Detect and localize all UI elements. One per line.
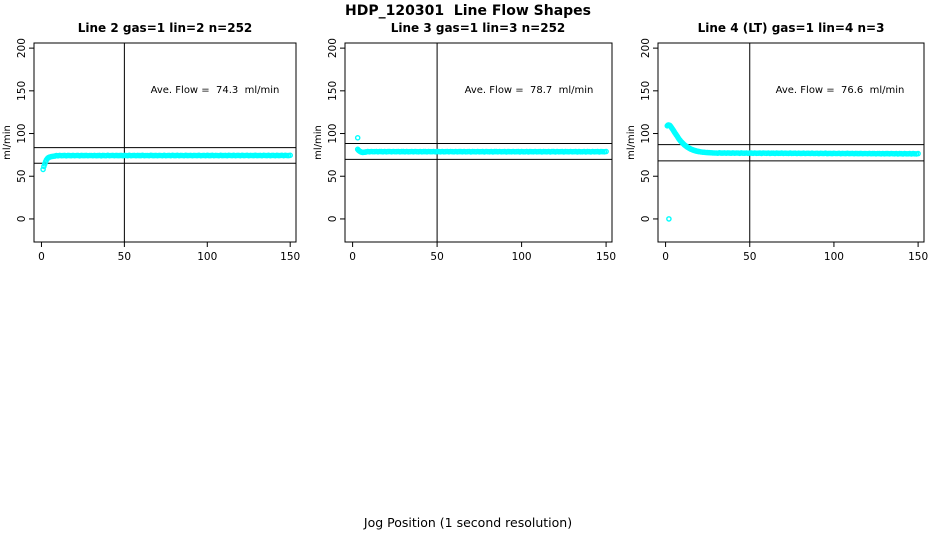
plot-box: [33, 42, 297, 243]
y-tick-label: 200: [327, 38, 339, 58]
x-tick-label: 100: [512, 251, 532, 263]
x-tick-label: 150: [280, 251, 300, 263]
y-axis-label: ml/min: [626, 125, 637, 160]
plot-box: [657, 42, 925, 243]
x-tick-label: 150: [908, 251, 928, 263]
y-tick-label: 150: [327, 81, 339, 101]
y-tick-label: 100: [640, 124, 652, 144]
x-axis: 0 50 100 150: [349, 242, 616, 263]
y-axis-label: ml/min: [2, 125, 13, 160]
x-tick-label: 100: [824, 251, 844, 263]
y-tick-label: 0: [16, 216, 28, 223]
y-axis-label: ml/min: [313, 125, 324, 160]
y-tick-label: 150: [16, 81, 28, 101]
y-tick-label: 50: [327, 170, 339, 183]
panel-2-title: Line 3 gas=1 lin=3 n=252: [390, 21, 566, 35]
y-tick-label: 0: [327, 216, 339, 223]
x-tick-label: 150: [596, 251, 616, 263]
x-axis: 0 50 100 150: [662, 242, 928, 263]
panel-3-title: Line 4 (LT) gas=1 lin=4 n=3: [697, 21, 885, 35]
y-tick-label: 200: [640, 38, 652, 58]
data-points: [664, 122, 921, 222]
x-tick-label: 50: [743, 251, 756, 263]
panel-2-plot: 0 50 100 150 0 50 100 150 200 ml/min: [313, 38, 616, 263]
reference-lines: [658, 43, 924, 242]
x-tick-label: 100: [197, 251, 217, 263]
y-tick-label: 0: [640, 216, 652, 223]
plot-box: [344, 42, 613, 243]
panel-3-ave-flow-annotation: Ave. Flow = 76.6 ml/min: [775, 85, 905, 96]
y-tick-label: 100: [16, 124, 28, 144]
data-points: [40, 152, 294, 173]
panel-3-plot: 0 50 100 150 0 50 100 150 200 ml/min: [626, 38, 928, 263]
y-tick-label: 50: [16, 170, 28, 183]
data-points: [354, 134, 609, 156]
y-axis: 0 50 100 150 200 ml/min: [313, 38, 345, 222]
y-axis: 0 50 100 150 200 ml/min: [626, 38, 658, 222]
panel-2-ave-flow-annotation: Ave. Flow = 78.7 ml/min: [464, 85, 594, 96]
chart-title: HDP_120301 Line Flow Shapes: [345, 3, 591, 19]
x-tick-label: 0: [38, 251, 45, 263]
reference-lines: [34, 43, 296, 242]
reference-lines: [345, 43, 612, 242]
x-tick-label: 50: [430, 251, 443, 263]
x-tick-label: 50: [118, 251, 131, 263]
x-tick-label: 0: [349, 251, 356, 263]
x-tick-label: 0: [662, 251, 669, 263]
y-tick-label: 200: [16, 38, 28, 58]
panel-1-plot: 0 50 100 150 0 50 100 150 200 ml/min: [2, 38, 300, 263]
panel-1-ave-flow-annotation: Ave. Flow = 74.3 ml/min: [150, 85, 280, 96]
y-axis: 0 50 100 150 200 ml/min: [2, 38, 34, 222]
x-axis-label: Jog Position (1 second resolution): [363, 515, 573, 530]
y-tick-label: 100: [327, 124, 339, 144]
y-tick-label: 150: [640, 81, 652, 101]
x-axis: 0 50 100 150: [38, 242, 300, 263]
y-tick-label: 50: [640, 170, 652, 183]
panel-1-title: Line 2 gas=1 lin=2 n=252: [77, 21, 253, 35]
